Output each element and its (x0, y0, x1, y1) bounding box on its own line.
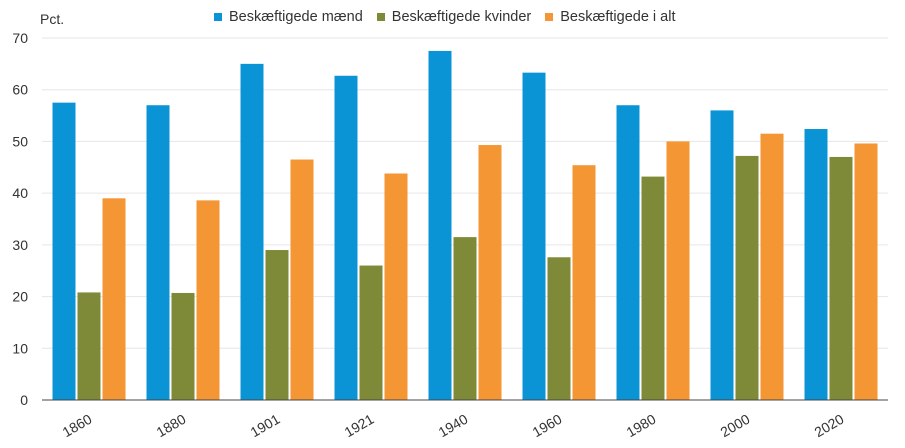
legend-label-men: Beskæftigede mænd (229, 9, 363, 25)
x-tick-label: 1940 (436, 411, 471, 441)
legend-label-total: Beskæftigede i alt (560, 9, 676, 25)
bar-men-1960 (522, 72, 546, 401)
bar-men-1940 (428, 50, 452, 401)
x-tick-label: 1980 (624, 411, 659, 441)
bar-women-1921 (359, 265, 383, 400)
x-tick-label: 1901 (248, 411, 283, 441)
bar-women-1980 (641, 176, 665, 400)
legend-item-total: Beskæftigede i alt (545, 9, 676, 25)
legend-swatch-total (545, 13, 554, 21)
bar-total-1880 (196, 200, 220, 400)
legend-swatch-men (214, 13, 222, 21)
bar-total-2020 (854, 143, 878, 401)
legend-swatch-women (376, 13, 385, 21)
bar-men-1860 (52, 102, 76, 401)
legend-item-women: Beskæftigede kvinder (376, 9, 532, 25)
bar-men-1901 (240, 63, 264, 400)
y-tick-label: 40 (12, 185, 28, 201)
y-axis-ticks: 0 10 20 30 40 50 60 70 (12, 30, 28, 408)
bar-men-2000 (710, 110, 734, 401)
bar-women-1901 (265, 250, 289, 400)
x-tick-label: 1921 (342, 411, 377, 441)
bar-total-1860 (102, 198, 126, 400)
bar-total-1980 (666, 141, 690, 400)
chart-legend: Beskæftigede mænd Beskæftigede kvinder B… (214, 9, 690, 25)
y-tick-label: 30 (12, 237, 28, 253)
bars (52, 50, 878, 401)
y-tick-label: 0 (20, 392, 28, 408)
y-tick-label: 70 (12, 30, 28, 46)
x-axis-ticks: 1860 1880 1901 1921 1940 1960 1980 2000 2020 (60, 411, 847, 441)
bar-women-2000 (735, 155, 759, 400)
bar-total-2000 (760, 133, 784, 400)
bar-total-1921 (384, 173, 408, 400)
y-axis-unit-label: Pct. (40, 11, 65, 27)
x-tick-label: 1880 (154, 411, 189, 441)
legend-item-men: Beskæftigede mænd (214, 9, 363, 25)
bar-total-1901 (290, 159, 314, 400)
bar-men-1980 (616, 105, 640, 400)
x-tick-label: 2020 (812, 411, 847, 441)
y-tick-label: 10 (12, 340, 28, 356)
bar-women-1960 (547, 257, 571, 400)
bar-women-1860 (77, 292, 101, 400)
bar-men-1880 (146, 105, 170, 400)
bar-total-1940 (478, 145, 502, 400)
y-tick-label: 20 (12, 289, 28, 305)
bar-women-2020 (829, 156, 853, 400)
x-tick-label: 2000 (718, 411, 753, 441)
bar-total-1960 (572, 165, 596, 400)
bar-women-1880 (171, 292, 195, 400)
y-tick-label: 60 (12, 82, 28, 98)
y-tick-label: 50 (12, 133, 28, 149)
bar-women-1940 (453, 237, 477, 400)
x-tick-label: 1960 (530, 411, 565, 441)
x-tick-label: 1860 (60, 411, 95, 441)
bar-men-2020 (804, 129, 828, 400)
legend-label-women: Beskæftigede kvinder (391, 9, 532, 25)
bar-men-1921 (334, 75, 358, 400)
